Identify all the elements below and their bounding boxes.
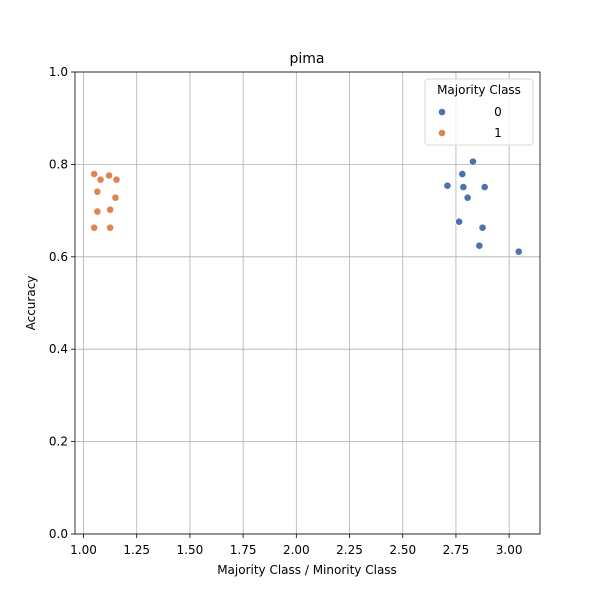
scatter-point-class-0 (459, 183, 468, 191)
x-tick-label: 2.75 (443, 543, 470, 557)
legend-marker-class-0 (438, 108, 446, 116)
scatter-point-class-0 (463, 193, 472, 202)
x-tick-label: 1.50 (177, 543, 204, 557)
x-axis-label: Majority Class / Minority Class (217, 563, 397, 577)
scatter-point-class-1 (93, 187, 102, 196)
y-tick-label: 0.8 (49, 157, 68, 171)
y-tick-label: 1.0 (49, 65, 68, 79)
scatter-point-class-0 (480, 183, 489, 191)
legend: Majority Class 0 1 (424, 78, 534, 146)
x-tick-label: 1.75 (230, 543, 257, 557)
y-axis-label: Accuracy (24, 276, 38, 331)
scatter-point-class-0 (443, 181, 452, 190)
legend-title: Majority Class (437, 83, 521, 97)
legend-marker-class-1 (438, 129, 446, 137)
scatter-point-class-1 (111, 193, 120, 202)
scatter-point-class-1 (106, 223, 115, 232)
grid-lines (75, 71, 540, 535)
scatter-point-class-0 (455, 217, 464, 226)
y-tick-label: 0.2 (49, 435, 68, 449)
legend-label-class-1: 1 (494, 126, 502, 140)
scatter-point-class-1 (93, 207, 102, 216)
chart-title: pima (290, 51, 325, 67)
scatter-point-class-1 (112, 175, 121, 184)
scatter-point-class-0 (514, 247, 523, 256)
x-tick-label: 2.25 (336, 543, 363, 557)
scatter-point-class-0 (475, 241, 484, 250)
scatter-point-class-1 (90, 170, 99, 179)
y-tick-label: 0.6 (49, 250, 68, 264)
x-tick-label: 2.50 (389, 543, 416, 557)
scatter-point-class-1 (90, 223, 99, 232)
scatter-point-class-0 (469, 157, 477, 166)
scatter-point-class-1 (106, 205, 115, 214)
plot-frame (74, 71, 541, 535)
x-tick-label: 1.25 (123, 543, 150, 557)
scatter-point-class-1 (96, 175, 105, 184)
y-tick-label: 0.0 (49, 527, 68, 541)
legend-box (424, 78, 534, 146)
x-tick-label: 3.00 (496, 543, 523, 557)
scatter-point-class-1 (105, 171, 113, 180)
scatter-point-class-0 (458, 170, 467, 179)
y-axis-ticks: 0.0 0.2 0.4 0.6 0.8 1.0 (49, 65, 75, 541)
scatter-point-class-0 (478, 223, 487, 232)
x-tick-label: 1.00 (70, 543, 97, 557)
data-points (90, 157, 523, 256)
legend-label-class-0: 0 (494, 105, 502, 119)
x-axis-ticks: 1.00 1.25 1.50 1.75 2.00 2.25 2.50 2.75 3.00 (70, 534, 523, 557)
y-tick-label: 0.4 (49, 342, 68, 356)
x-tick-label: 2.00 (283, 543, 310, 557)
